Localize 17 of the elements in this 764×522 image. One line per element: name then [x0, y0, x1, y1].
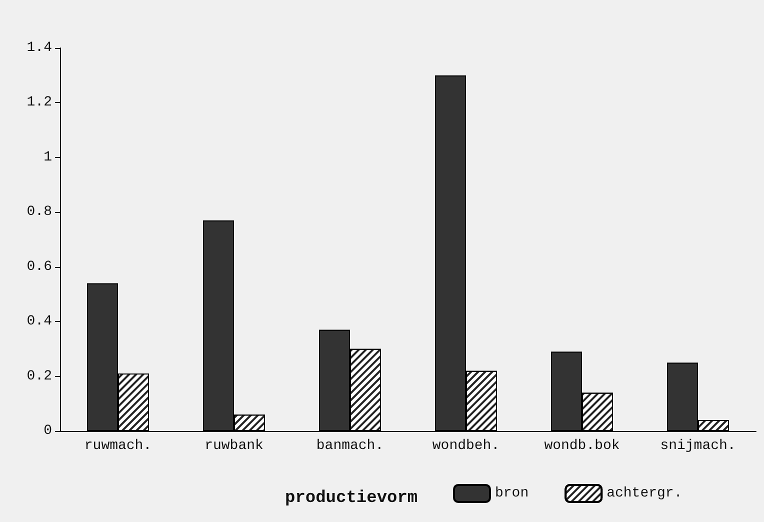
y-tick-label: 0.6 [26, 258, 52, 275]
y-tick-label: 1 [44, 149, 52, 166]
x-tick-label: ruwmach. [84, 438, 152, 454]
legend-label: achtergr. [606, 486, 682, 502]
x-tick-label: wondb.bok [544, 438, 620, 454]
x-tick-label: banmach. [316, 438, 384, 454]
y-tick-label: 0.4 [26, 314, 52, 330]
y-tick-label: 0.8 [26, 204, 52, 220]
legend-label: bron [495, 486, 529, 502]
legend-title: productievorm [285, 489, 418, 508]
x-tick-label: wondbeh. [432, 438, 500, 454]
x-tick-label: snijmach. [660, 438, 736, 454]
y-tick-label: 0 [44, 423, 52, 439]
y-tick-label: 0.2 [26, 368, 52, 384]
y-tick-label: 1.4 [26, 40, 52, 56]
x-tick-label: ruwbank [204, 438, 264, 454]
y-tick-label: 1.2 [26, 94, 52, 111]
